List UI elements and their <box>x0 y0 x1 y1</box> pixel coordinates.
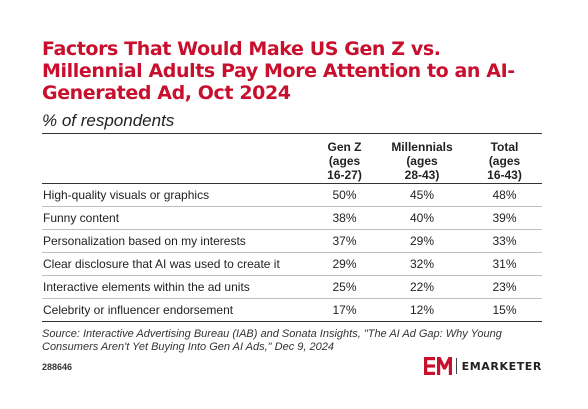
header-line: 28-43) <box>404 168 440 182</box>
table-row: Funny content 38% 40% 39% <box>42 206 542 230</box>
cell-value: 48% <box>467 183 542 207</box>
row-label: Personalization based on my interests <box>42 229 312 253</box>
cell-value: 45% <box>377 183 467 207</box>
data-table: Gen Z (ages 16-27) Millennials (ages 28-43) To… <box>42 134 542 322</box>
brand-name: EMARKETER <box>461 359 542 373</box>
header-line: (ages <box>406 154 438 168</box>
top-rule <box>42 133 542 134</box>
logo-divider <box>455 358 457 374</box>
row-label: Interactive elements within the ad units <box>42 275 312 299</box>
cell-value: 37% <box>312 229 377 253</box>
header-line: (ages <box>328 154 361 168</box>
table-row: Personalization based on my interests 37%… <box>42 229 542 253</box>
header-line: 16-43) <box>487 168 522 182</box>
table-header-row: Gen Z (ages 16-27) Millennials (ages 28-43) To… <box>42 134 542 184</box>
header-line: Millennials <box>391 140 453 154</box>
cell-value: 23% <box>467 275 542 299</box>
chart-card: Factors That Would Make US Gen Z vs. Mil… <box>42 32 542 377</box>
cell-value: 22% <box>377 275 467 299</box>
header-col-1: Gen Z (ages 16-27) <box>312 134 377 184</box>
cell-value: 25% <box>312 275 377 299</box>
source-note: Source: Interactive Advertising Bureau (… <box>42 328 502 353</box>
cell-value: 29% <box>312 252 377 276</box>
cell-value: 40% <box>377 206 467 230</box>
table-row: Interactive elements within the ad units… <box>42 275 542 299</box>
cell-value: 38% <box>312 206 377 230</box>
header-factor <box>42 134 312 184</box>
chart-subtitle: % of respondents <box>42 111 175 130</box>
row-label: Celebrity or influencer endorsement <box>42 298 312 322</box>
em-logo-icon <box>423 357 452 375</box>
cell-value: 15% <box>467 298 542 322</box>
table-row: Clear disclosure that AI was used to cre… <box>42 252 542 276</box>
table-body: High-quality visuals or graphics 50% 45% 48… <box>42 183 542 322</box>
header-line: Gen Z <box>327 140 362 154</box>
cell-value: 31% <box>467 252 542 276</box>
header-col-2: Millennials (ages 28-43) <box>377 134 467 184</box>
cell-value: 39% <box>467 206 542 230</box>
header-line: 16-27) <box>327 168 362 182</box>
chart-id: 288646 <box>42 362 73 372</box>
cell-value: 17% <box>312 298 377 322</box>
row-label: Clear disclosure that AI was used to cre… <box>42 252 312 276</box>
cell-value: 29% <box>377 229 467 253</box>
header-col-3: Total (ages 16-43) <box>467 134 542 184</box>
cell-value: 33% <box>467 229 542 253</box>
header-line: (ages <box>488 154 521 168</box>
table-row: High-quality visuals or graphics 50% 45% 48… <box>42 183 542 207</box>
cell-value: 12% <box>377 298 467 322</box>
cell-value: 50% <box>312 183 377 207</box>
chart-title: Factors That Would Make US Gen Z vs. Mil… <box>42 38 515 104</box>
row-label: High-quality visuals or graphics <box>42 183 312 207</box>
table-row: Celebrity or influencer endorsement 17% 12… <box>42 298 542 322</box>
brand-logo: EMARKETER <box>423 356 542 376</box>
row-label: Funny content <box>42 206 312 230</box>
header-line: Total <box>490 140 519 154</box>
cell-value: 32% <box>377 252 467 276</box>
